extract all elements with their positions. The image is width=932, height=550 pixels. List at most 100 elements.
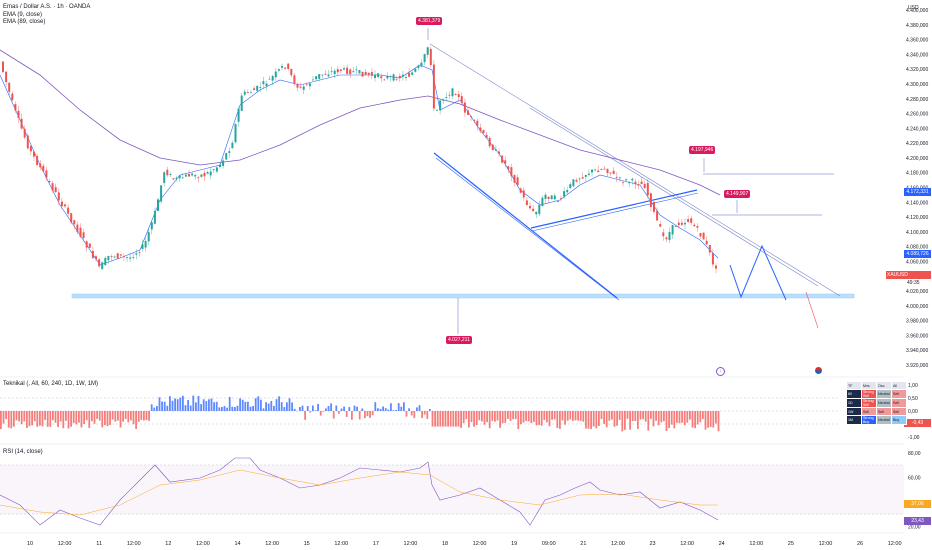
last-price: 4.058,160 [907, 280, 930, 286]
teknikal-bar [153, 407, 156, 411]
candle-body [184, 174, 187, 177]
teknikal-bar [465, 411, 468, 420]
teknikal-bar [553, 411, 556, 420]
candle-body [163, 172, 166, 183]
teknikal-bar [98, 411, 101, 421]
teknikal-bar [338, 411, 340, 414]
ema-slow-legend[interactable]: EMA (89, close) [3, 19, 46, 25]
candle-body [507, 166, 510, 170]
teknikal-bar [436, 411, 439, 427]
teknikal-bar [304, 411, 306, 420]
candle-body [668, 232, 671, 240]
teknikal-bar [650, 411, 652, 419]
teknikal-bar [416, 407, 418, 411]
rsi-title[interactable]: RSI (14, close) [3, 449, 43, 455]
teknikal-bar [431, 411, 434, 427]
teknikal-bar [488, 411, 491, 429]
rsi-value-2: 23,43 [904, 517, 931, 525]
teknikal-bar [374, 402, 377, 411]
teknikal-bar [205, 401, 208, 411]
candle-body [361, 71, 364, 77]
candle-body [544, 194, 547, 199]
teknikal-current: -0,43 [904, 419, 931, 427]
level2-annotation[interactable]: 4.149,907 [724, 190, 751, 198]
teknikal-bar [26, 411, 28, 428]
candle-body [401, 74, 404, 77]
tek-h2: Osc. [876, 381, 892, 390]
candle-body [395, 79, 398, 81]
candle-body [553, 195, 556, 200]
candle-body [153, 211, 156, 224]
channel-line-2 [435, 157, 620, 301]
teknikal-bar [174, 398, 176, 411]
teknikal-bar [28, 411, 31, 427]
tek-r0c3: Sell [891, 389, 907, 399]
candle-body [324, 73, 327, 75]
teknikal-bar [187, 399, 189, 411]
ema-fast-line [0, 64, 719, 266]
candle-body [321, 74, 324, 76]
teknikal-bar [556, 411, 559, 428]
tek-h0: TF [846, 381, 862, 390]
candle-body [17, 110, 20, 118]
teknikal-bar [663, 411, 665, 422]
teknikal-bar [631, 411, 634, 422]
ema-fast-legend[interactable]: EMA (9, close) [3, 12, 43, 18]
teknikal-bar [483, 411, 486, 425]
candle-body [467, 110, 469, 115]
candle-body [101, 262, 104, 270]
candle-body [674, 226, 677, 227]
rising-line-2 [531, 192, 699, 232]
tek-r2c1: Sell [861, 407, 877, 416]
teknikal-bar [353, 405, 356, 411]
candle-body [231, 142, 234, 149]
teknikal-bar [702, 411, 704, 420]
candle-body [209, 171, 212, 176]
teknikal-bar [267, 403, 270, 411]
teknikal-bar [509, 411, 512, 421]
candle-body [370, 72, 373, 76]
event-icon-dividend[interactable]: ↓ [716, 367, 725, 376]
teknikal-bar [626, 411, 629, 419]
flag-icon[interactable] [815, 367, 822, 374]
teknikal-bar [88, 411, 91, 429]
candle-body [398, 75, 401, 78]
candle-body [622, 182, 624, 184]
teknikal-bar [579, 411, 582, 421]
candle-body [98, 259, 101, 267]
teknikal-bar [673, 411, 676, 429]
candle-body [451, 88, 454, 97]
candle-body [606, 168, 609, 174]
teknikal-bar [127, 411, 130, 423]
teknikal-bar [371, 411, 374, 416]
candle-body [305, 84, 308, 86]
teknikal-bar [668, 411, 670, 428]
high-annotation[interactable]: 4.381,379 [416, 17, 443, 25]
teknikal-bar [387, 409, 390, 411]
level1-annotation[interactable]: 4.197,946 [689, 146, 716, 154]
candle-body [550, 195, 553, 200]
candle-body [268, 78, 271, 80]
candle-body [653, 201, 655, 212]
candle-body [116, 253, 119, 259]
candle-body [649, 193, 652, 207]
tek-r1c3: Sell [891, 398, 907, 408]
teknikal-bar [345, 411, 348, 417]
teknikal-bar [59, 411, 62, 422]
teknikal-bar [439, 411, 442, 427]
candle-body [132, 257, 135, 258]
teknikal-title[interactable]: Teknikal (, All, 60, 240, 1D, 1W, 1M) [3, 381, 99, 387]
teknikal-bar [501, 411, 504, 424]
candle-body [643, 183, 646, 189]
teknikal-bar [91, 411, 93, 422]
teknikal-bar [709, 411, 712, 427]
candle-body [315, 76, 318, 80]
teknikal-bar [421, 411, 423, 419]
candle-body [39, 163, 42, 168]
candle-body [420, 62, 423, 67]
candle-body [287, 63, 290, 70]
candle-body [513, 175, 516, 183]
low-annotation[interactable]: 4.027,211 [446, 336, 472, 344]
teknikal-bar [39, 411, 41, 426]
